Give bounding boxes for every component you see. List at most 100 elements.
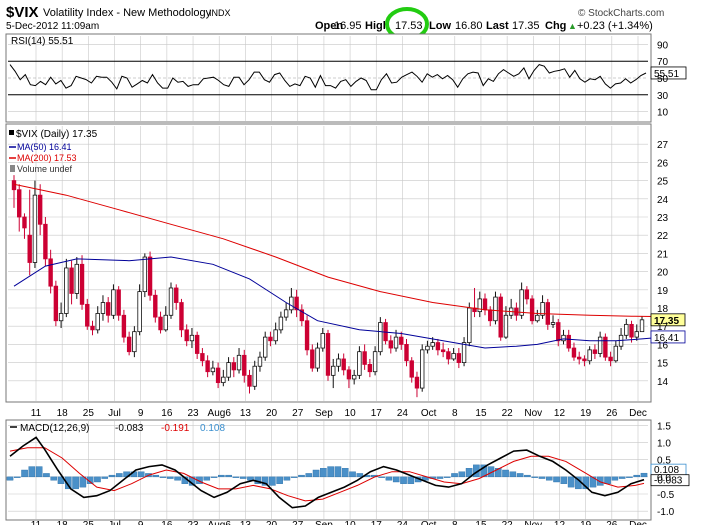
candle-body	[367, 364, 373, 373]
macd-histogram-bar	[378, 476, 385, 478]
macd-x-tick-label: 23	[187, 520, 199, 525]
macd-x-tick-label: 13	[240, 520, 252, 525]
candle-body	[629, 323, 634, 338]
candle-body	[153, 294, 158, 318]
macd-histogram-bar	[239, 476, 247, 479]
candle-body	[336, 358, 341, 367]
candle-body	[116, 289, 121, 316]
candle-body	[247, 374, 252, 387]
macd-histogram-bar	[174, 476, 181, 481]
macd-x-tick-label: 19	[580, 520, 592, 525]
candle-body	[74, 263, 79, 294]
candle-body	[524, 289, 530, 300]
last-value: 17.35	[512, 20, 540, 32]
macd-histogram-bar	[196, 476, 203, 484]
macd-x-tick-label: 8	[452, 520, 458, 525]
exchange: INDX	[209, 8, 231, 18]
candle-body	[503, 314, 509, 338]
candle-body	[414, 376, 420, 389]
candle-body	[106, 302, 111, 316]
price-tick-label: 27	[657, 140, 669, 151]
macd-histogram-bar	[626, 476, 633, 478]
candle-body	[320, 333, 325, 349]
macd-histogram-bar	[407, 476, 415, 484]
volume-legend-swatch	[10, 165, 15, 172]
macd-histogram-bar	[458, 471, 466, 478]
price-layer: 17.35 16.41	[9, 130, 686, 398]
candle-body	[435, 342, 441, 351]
candle-body	[603, 336, 608, 358]
macd-histogram-bar	[116, 473, 123, 478]
price-tick-label: 24	[657, 195, 669, 206]
macd-x-tick-label: Nov	[524, 520, 542, 525]
candle-body	[571, 347, 577, 358]
candle-body	[85, 303, 90, 327]
x-tick-label: 15	[475, 408, 487, 419]
rsi-line	[9, 64, 647, 91]
open-label: Open	[315, 20, 343, 32]
candle-body	[440, 349, 446, 353]
chg-value: +0.23 (+1.34%)	[577, 20, 653, 32]
macd-histogram-bar	[451, 473, 458, 478]
axis-layer: 11 11 18 18 25 25 Jul Jul 9 9 16 16 23 23 Aug6 Aug6 13 13…	[31, 40, 675, 525]
candle-body	[315, 347, 320, 369]
candle-body	[399, 336, 404, 345]
candle-body	[419, 349, 425, 389]
macd-histogram-bar	[356, 473, 364, 478]
candle-body	[142, 256, 148, 293]
macd-histogram-bar	[6, 476, 14, 481]
candle-body	[351, 374, 357, 380]
candle-body	[331, 365, 336, 376]
macd-histogram-bar	[487, 466, 495, 478]
macd-histogram-bar	[509, 471, 517, 478]
price-tick-label: 17	[657, 322, 669, 333]
candle-body	[53, 285, 59, 322]
macd-histogram-bar	[604, 476, 611, 484]
ma50-legend: MA(50) 16.41	[17, 142, 72, 152]
candle-body	[446, 351, 451, 360]
macd-tick-label: 0.0	[657, 473, 671, 484]
price-tick-label: 19	[657, 286, 669, 297]
macd-histogram-bar	[480, 464, 487, 478]
price-tick-label: 14	[657, 377, 669, 388]
macd-hist-current-label: 0.108	[654, 465, 679, 476]
candle-body	[493, 296, 498, 322]
macd-tick-label: 1.0	[657, 439, 671, 450]
high-value: 17.53	[395, 20, 423, 32]
candle-body	[393, 336, 399, 349]
x-tick-label: Aug6	[208, 408, 232, 419]
candle-body	[43, 223, 48, 260]
macd-histogram-bar	[633, 474, 641, 478]
macd-histogram-bar	[494, 468, 502, 478]
rsi-current-label: 55.51	[654, 69, 679, 80]
macd-histogram-bar	[611, 476, 619, 481]
x-tick-label: Dec	[629, 408, 647, 419]
macd-current-box	[650, 474, 690, 487]
macd-histogram-bar	[596, 476, 604, 486]
candle-body	[22, 216, 27, 229]
macd-histogram-bar	[210, 476, 218, 478]
macd-tick-label: -0.5	[657, 490, 675, 501]
macd-histogram-bar	[349, 471, 356, 478]
candle-body	[273, 329, 278, 342]
candle-body	[409, 360, 414, 378]
candle-body	[461, 342, 467, 363]
price-tick-label: 20	[657, 268, 669, 279]
macd-histogram-bar	[72, 476, 79, 490]
candle-body	[341, 358, 346, 371]
macd-histogram-bar	[108, 474, 116, 478]
rsi-tick-label: 70	[657, 57, 669, 68]
macd-tick-label: 1.5	[657, 421, 671, 432]
x-tick-label: Nov	[524, 408, 542, 419]
x-tick-label: 9	[138, 408, 144, 419]
macd-histogram-bar	[218, 474, 225, 478]
candle-body	[456, 353, 462, 364]
price-tick-label: 22	[657, 231, 669, 242]
macd-layer: 0.108-0.083	[6, 426, 690, 509]
candle-body	[556, 322, 561, 342]
x-tick-label: 23	[187, 408, 199, 419]
macd-x-tick-label: 18	[57, 520, 69, 525]
candle-body	[566, 334, 571, 349]
x-tick-label: 25	[83, 408, 95, 419]
x-tick-label: 16	[161, 408, 173, 419]
